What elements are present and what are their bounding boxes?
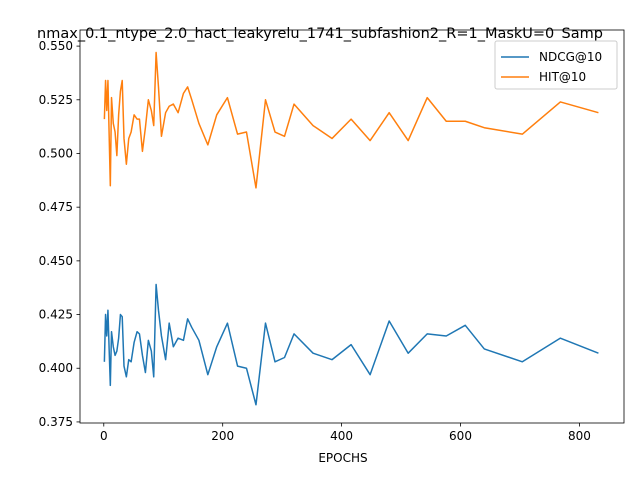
y-tick-label: 0.500 [39,146,73,160]
x-axis-title: EPOCHS [318,451,367,465]
x-tick-label: 200 [211,429,234,443]
legend-label-ndcg: NDCG@10 [539,50,602,64]
y-tick-label: 0.475 [39,200,73,214]
x-tick-label: 600 [449,429,472,443]
y-tick-label: 0.550 [39,39,73,53]
x-tick-label: 0 [100,429,108,443]
x-tick-label: 800 [568,429,591,443]
chart-title: nmax_0.1_ntype_2.0_hact_leakyrelu_1741_s… [37,26,603,42]
y-tick-label: 0.525 [39,93,73,107]
series-line-hit-10 [103,51,599,189]
x-axis: 0 200 400 600 800 [100,423,591,443]
series-line-ndcg-10 [103,283,599,406]
y-tick-label: 0.425 [39,308,73,322]
y-axis: 0.375 0.400 0.425 0.450 0.475 0.500 0.525 0.550 [39,39,80,429]
x-tick-label: 400 [330,429,353,443]
legend-label-hit: HIT@10 [539,70,586,84]
y-tick-label: 0.375 [39,415,73,429]
plot-frame [79,29,625,424]
y-tick-label: 0.400 [39,361,73,375]
y-tick-label: 0.450 [39,254,73,268]
plot-lines [103,51,599,406]
legend: NDCG@10 HIT@10 [494,40,618,90]
